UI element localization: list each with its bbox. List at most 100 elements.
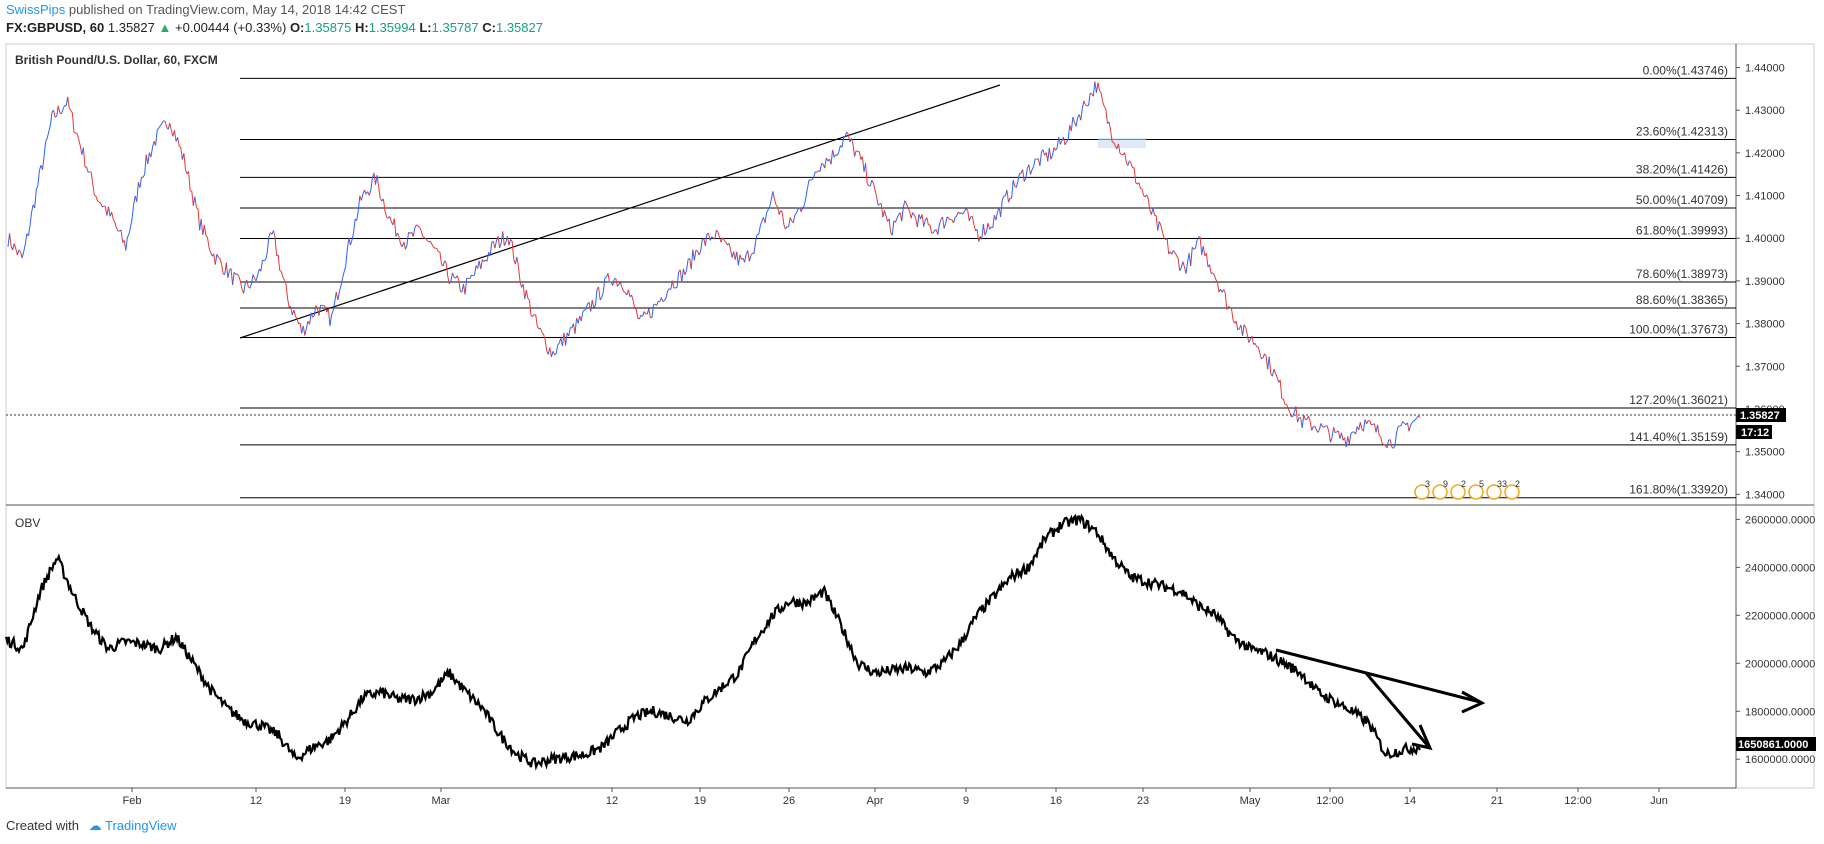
obv-tick-label: 2400000.0000 xyxy=(1745,562,1815,574)
price-segment xyxy=(419,226,422,231)
time-tick-label: 12 xyxy=(606,795,618,807)
price-segment xyxy=(469,274,472,279)
trendline[interactable] xyxy=(239,84,1001,339)
price-segment xyxy=(799,207,802,212)
price-segment xyxy=(285,283,289,299)
price-segment xyxy=(205,235,208,238)
price-segment xyxy=(1323,425,1327,428)
price-segment xyxy=(115,227,119,232)
fib-label: 88.60%(1.38365) xyxy=(1636,293,1728,307)
price-segment xyxy=(747,250,750,262)
open-value: 1.35875 xyxy=(304,20,352,35)
price-segment xyxy=(806,179,810,189)
price-segment xyxy=(1080,108,1083,121)
price-segment xyxy=(76,133,80,140)
price-segment xyxy=(1362,419,1366,432)
price-segment xyxy=(1196,236,1200,241)
price-segment xyxy=(616,283,620,287)
price-segment xyxy=(660,297,664,302)
price-segment xyxy=(1240,324,1244,336)
price-segment xyxy=(384,210,388,218)
time-tick-label: 14 xyxy=(1404,795,1416,807)
symbol-label: FX:GBPUSD, 60 xyxy=(6,20,105,35)
price-segment xyxy=(872,183,876,190)
price-segment xyxy=(43,141,47,156)
obv-tick-label: 1800000.0000 xyxy=(1745,706,1815,718)
price-segment xyxy=(1413,419,1416,422)
time-tick-label: 12:00 xyxy=(1564,795,1592,807)
price-segment xyxy=(128,227,131,235)
price-segment xyxy=(1242,324,1245,336)
price-segment xyxy=(218,256,221,260)
price-segment xyxy=(1265,355,1269,370)
price-segment xyxy=(643,311,647,315)
price-segment xyxy=(599,297,603,301)
price-segment xyxy=(836,151,840,156)
price-segment xyxy=(921,214,925,227)
up-arrow-icon: ▲ xyxy=(158,20,172,35)
price-segment xyxy=(1282,398,1286,405)
price-segment xyxy=(594,289,598,306)
price-segment xyxy=(414,224,417,229)
price-segment xyxy=(159,123,163,127)
price-segment xyxy=(1411,420,1415,423)
price-segment xyxy=(452,272,455,278)
price-tick-label: 1.44000 xyxy=(1745,62,1785,74)
price-segment xyxy=(312,315,315,318)
price-pane-title: British Pound/U.S. Dollar, 60, FXCM xyxy=(15,53,218,67)
price-segment xyxy=(348,238,351,246)
price-segment xyxy=(338,285,342,292)
price-segment xyxy=(577,315,581,324)
price-segment xyxy=(656,301,659,306)
tradingview-logo[interactable]: ☁ TradingView xyxy=(89,818,177,833)
event-count-label: 33 xyxy=(1497,479,1507,489)
price-segment xyxy=(131,204,135,219)
event-flag-icon xyxy=(1504,484,1520,500)
price-tick-label: 1.34000 xyxy=(1745,489,1785,501)
price-segment xyxy=(670,280,673,290)
price-segment xyxy=(517,266,521,282)
last-price: 1.35827 xyxy=(107,20,155,35)
price-segment xyxy=(263,259,266,262)
price-segment xyxy=(1399,424,1402,427)
price-tick-label: 1.37000 xyxy=(1745,361,1785,373)
price-segment xyxy=(200,218,204,235)
price-segment xyxy=(27,225,31,236)
price-segment xyxy=(938,219,942,225)
price-segment xyxy=(549,347,552,357)
price-segment xyxy=(880,203,884,218)
price-segment xyxy=(239,281,243,290)
price-segment xyxy=(511,241,515,260)
price-segment xyxy=(227,270,230,278)
price-segment xyxy=(1017,173,1020,182)
author-link[interactable]: SwissPips xyxy=(6,2,66,17)
price-segment xyxy=(345,249,348,267)
price-segment xyxy=(904,200,907,204)
price-segment xyxy=(1297,417,1300,423)
price-segment xyxy=(1124,152,1127,163)
price-segment xyxy=(709,236,713,241)
price-segment xyxy=(447,276,450,285)
price-segment xyxy=(1157,221,1160,231)
price-segment xyxy=(700,239,703,252)
price-segment xyxy=(1180,261,1184,268)
price-segment xyxy=(397,232,400,238)
price-segment xyxy=(404,245,408,250)
price-segment xyxy=(759,220,763,226)
price-segment xyxy=(368,190,372,196)
price-segment xyxy=(1166,238,1170,254)
price-segment xyxy=(433,247,436,249)
price-segment xyxy=(450,272,453,281)
price-segment xyxy=(1229,306,1232,310)
price-segment xyxy=(56,105,59,117)
economic-events[interactable]: 3 9 2 5 33 2 xyxy=(1414,479,1520,500)
price-segment xyxy=(45,137,48,142)
price-segment xyxy=(497,236,501,248)
price-segment xyxy=(1402,421,1405,424)
price-segment xyxy=(1262,353,1265,359)
price-segment xyxy=(262,259,265,262)
price-segment xyxy=(838,145,841,152)
price-segment xyxy=(389,216,392,222)
price-segment xyxy=(813,171,816,177)
